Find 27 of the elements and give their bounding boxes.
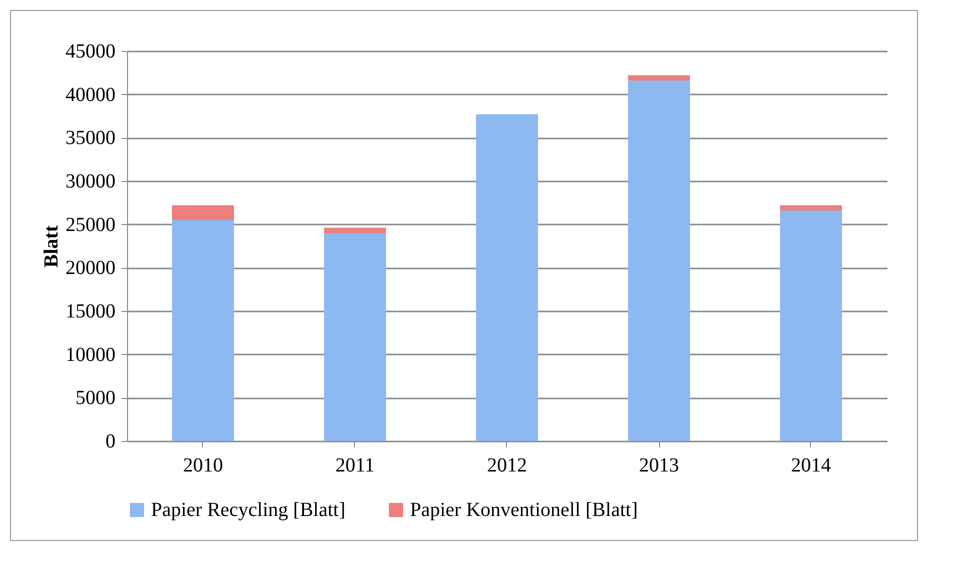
x-tick-label: 2011 [335,454,375,476]
y-axis-title: Blatt [40,225,62,268]
bar [324,233,386,441]
y-tick-label: 45000 [66,40,116,62]
bar [172,205,234,220]
x-tick-label: 2012 [487,454,527,476]
y-tick-label: 40000 [66,84,116,106]
bar [172,220,234,441]
bar [324,228,386,233]
y-tick-label: 5000 [76,387,116,410]
y-tick-label: 20000 [66,257,116,280]
y-tick-label: 10000 [66,344,116,366]
y-tick-label: 35000 [66,127,116,150]
legend-label: Papier Recycling [Blatt] [151,499,346,521]
bar [628,80,690,441]
y-tick-label: 30000 [66,170,116,192]
y-tick-label: 15000 [66,300,116,322]
y-tick-label: 0 [106,430,116,452]
bar [780,210,842,441]
bar [628,75,690,80]
x-tick-label: 2013 [639,454,679,476]
bar [476,114,538,441]
bar [780,205,842,210]
legend-label: Papier Konventionell [Blatt] [410,499,638,521]
x-tick-label: 2014 [791,454,831,476]
y-tick-label: 25000 [66,214,116,236]
x-tick-label: 2010 [183,454,223,476]
